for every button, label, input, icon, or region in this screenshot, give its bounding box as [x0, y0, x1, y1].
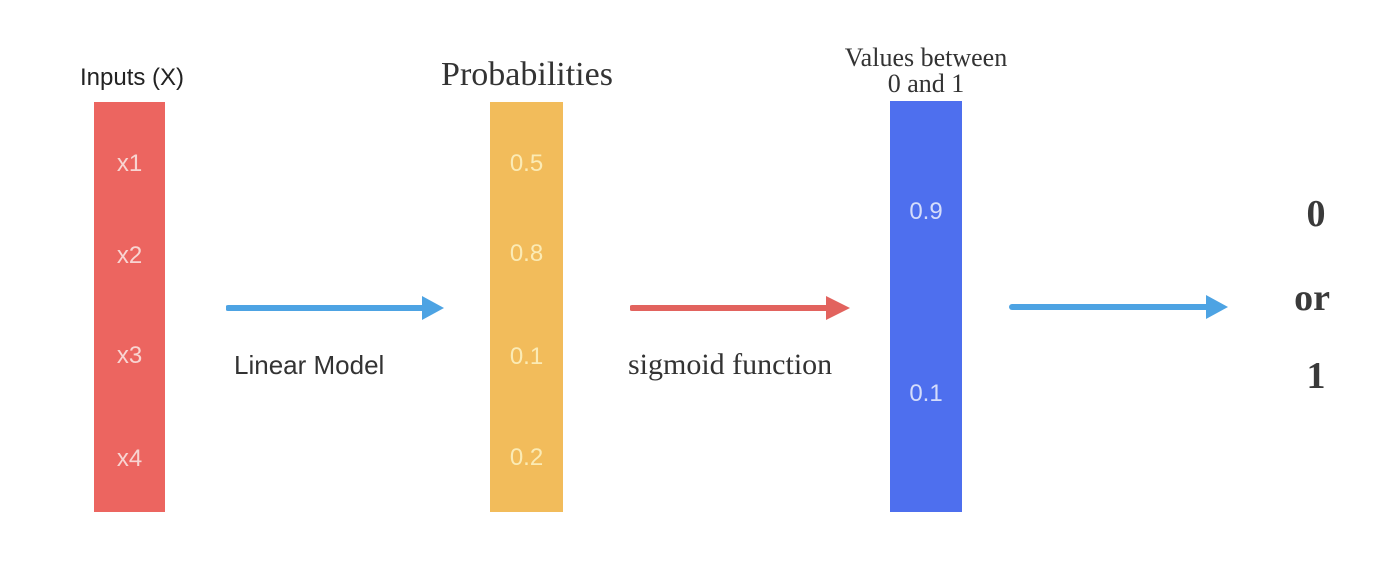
probability-value: 0.5: [509, 150, 544, 177]
sigmoid-value: 0.1: [909, 380, 943, 407]
inputs-bar: x1 x2 x3 x4: [94, 102, 165, 512]
sigmoid-value: 0.9: [909, 198, 943, 225]
input-value: x2: [116, 242, 143, 269]
final-output-one: 1: [1306, 355, 1326, 397]
sigmoid-function-label: sigmoid function: [628, 348, 833, 381]
sigmoid-arrow-icon: [630, 296, 850, 320]
final-output-zero: 0: [1306, 193, 1326, 235]
sigmoid-output-title-line2: 0 and 1: [887, 69, 965, 98]
input-value: x4: [116, 445, 143, 472]
linear-model-label: Linear Model: [234, 350, 385, 380]
final-output-or: or: [1294, 277, 1330, 319]
input-value: x1: [116, 150, 143, 177]
sigmoid-output-bar: 0.9 0.1: [890, 101, 962, 512]
sigmoid-output-title-line1: Values between: [844, 43, 1008, 72]
probability-value: 0.2: [509, 444, 544, 471]
probability-value: 0.1: [509, 343, 544, 370]
probabilities-bar: 0.5 0.8 0.1 0.2: [490, 102, 563, 512]
linear-model-arrow-icon: [226, 296, 444, 320]
inputs-title: Inputs (X): [80, 64, 185, 91]
probabilities-title: Probabilities: [441, 56, 613, 93]
probability-value: 0.8: [509, 240, 544, 267]
final-arrow-icon: [1009, 295, 1228, 319]
input-value: x3: [116, 342, 143, 369]
